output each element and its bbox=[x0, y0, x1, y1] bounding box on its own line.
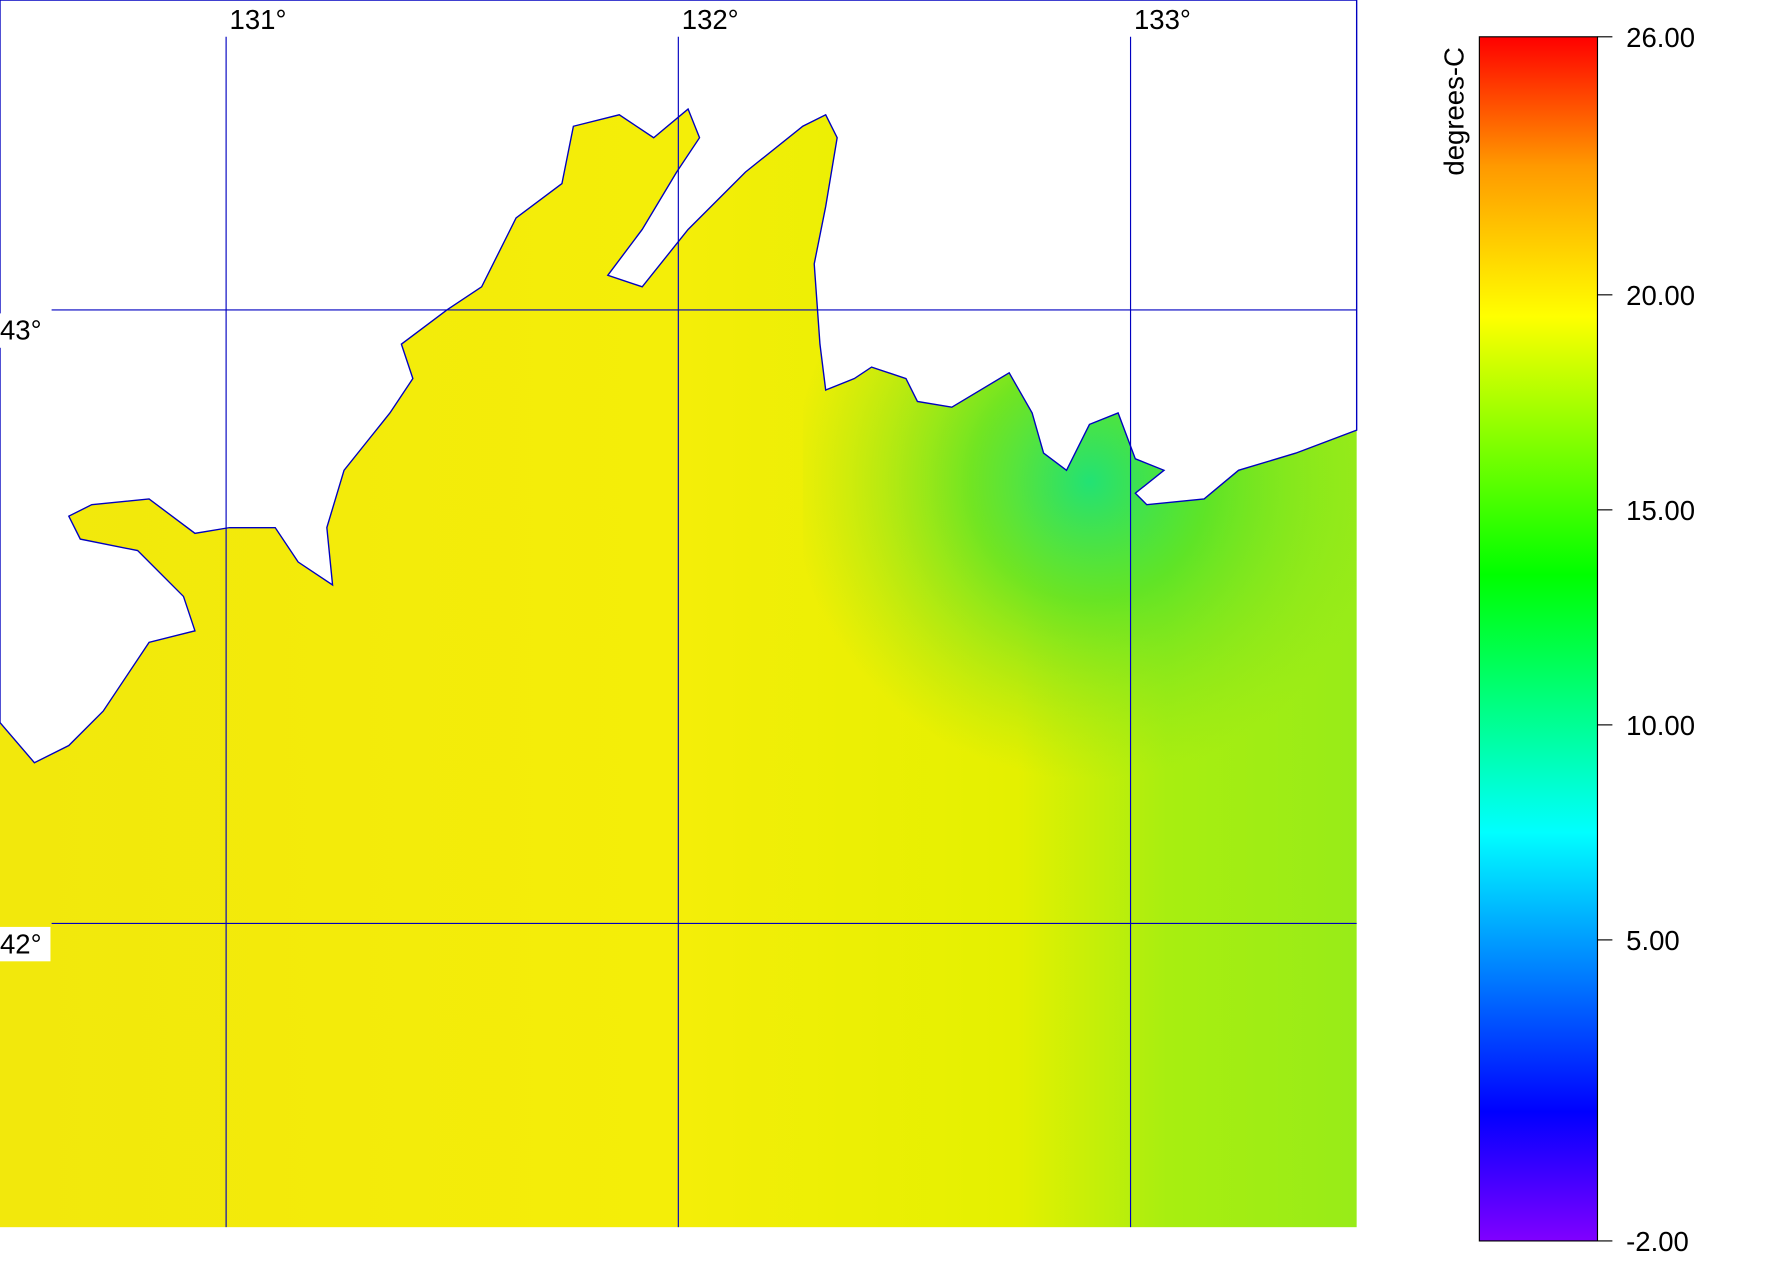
lon-label: 131° bbox=[230, 4, 287, 35]
lat-label-bg bbox=[0, 313, 51, 348]
land bbox=[0, 0, 1358, 764]
lat-label: 42° bbox=[0, 928, 42, 959]
colorbar-tick-label: 10.00 bbox=[1626, 710, 1695, 741]
lat-label: 43° bbox=[0, 315, 42, 346]
colorbar-tick-label: 15.00 bbox=[1626, 495, 1695, 526]
lat-label-bg bbox=[0, 926, 51, 962]
colorbar-tick-label: 26.00 bbox=[1626, 22, 1695, 53]
colorbar-tick-label: 5.00 bbox=[1626, 925, 1680, 956]
colorbar-tick-label: 20.00 bbox=[1626, 280, 1695, 311]
lon-label: 133° bbox=[1134, 4, 1191, 35]
colorbar bbox=[1478, 36, 1599, 1242]
colorbar-label: degrees-C bbox=[1438, 47, 1469, 175]
lon-label: 132° bbox=[682, 4, 739, 35]
colorbar-tick-label: -2.00 bbox=[1626, 1226, 1689, 1257]
